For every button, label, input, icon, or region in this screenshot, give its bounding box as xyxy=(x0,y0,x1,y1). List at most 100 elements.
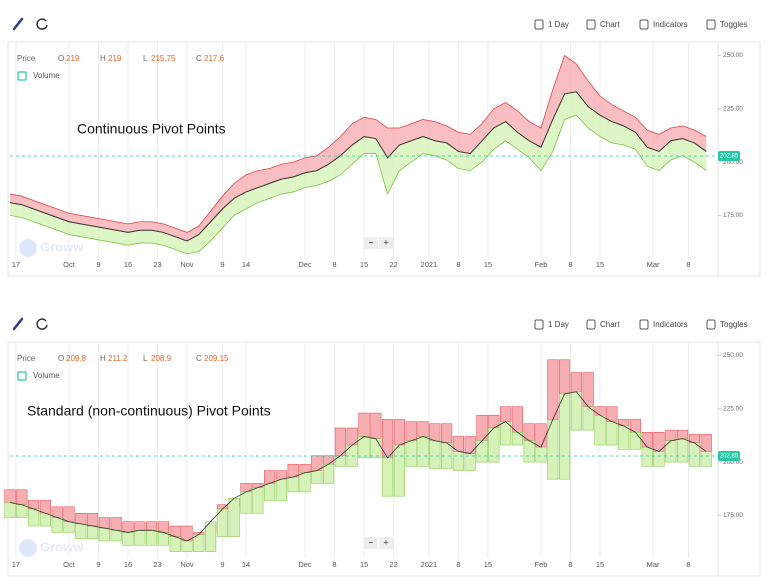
x-tick-label: 23 xyxy=(153,560,161,569)
pivot-box xyxy=(535,446,547,463)
pivot-box xyxy=(311,470,323,484)
y-tick-label: 250.00 xyxy=(723,52,743,59)
x-tick-label: Dec xyxy=(298,560,312,569)
pivot-box xyxy=(393,444,405,497)
toolbar-icon xyxy=(586,319,596,330)
pivot-box xyxy=(417,436,429,467)
x-tick-label: 2021 xyxy=(421,560,438,569)
x-tick-label: 9 xyxy=(96,260,100,269)
pivot-box xyxy=(122,521,134,533)
ohlc-value: 215.75 xyxy=(151,54,176,63)
x-tick-label: 2021 xyxy=(421,260,438,269)
pivot-box xyxy=(134,521,146,531)
pivot-box xyxy=(334,455,346,467)
zoom-button[interactable] xyxy=(379,237,393,249)
pivot-box xyxy=(181,540,193,552)
pivot-box xyxy=(275,478,287,501)
x-tick-label: 8 xyxy=(332,260,336,269)
x-tick-label: 17 xyxy=(12,560,20,569)
ohlc-key: H xyxy=(100,354,106,363)
brush-icon[interactable] xyxy=(12,317,24,331)
pivot-box xyxy=(134,530,146,546)
x-tick-label: 15 xyxy=(484,260,492,269)
pivot-box xyxy=(358,436,370,459)
pivot-box xyxy=(157,521,169,533)
pivot-box xyxy=(511,432,523,446)
brush-icon[interactable] xyxy=(12,17,24,31)
pivot-box xyxy=(417,421,429,437)
pivot-box xyxy=(570,391,582,431)
zoom-label[interactable]: + xyxy=(383,537,388,547)
pivot-box xyxy=(405,440,417,467)
pivot-box xyxy=(582,406,594,431)
pivot-line xyxy=(9,54,707,233)
pivot-box xyxy=(287,463,299,478)
zoom-label[interactable]: + xyxy=(383,237,388,247)
pivot-box xyxy=(75,512,87,525)
x-tick-label: Mar xyxy=(647,560,660,569)
toolbar-button[interactable]: Indicators xyxy=(653,320,688,329)
price-line xyxy=(9,391,707,542)
zoom-button[interactable] xyxy=(364,237,378,249)
last-price-tag xyxy=(718,151,740,162)
refresh-icon[interactable] xyxy=(36,318,48,330)
pivot-box xyxy=(16,504,28,518)
pivot-box xyxy=(28,508,40,527)
ohlc-key: L xyxy=(143,54,148,63)
pivot-box xyxy=(240,491,252,514)
toolbar-button[interactable]: 1 Day xyxy=(548,320,569,329)
price-label: Price xyxy=(17,54,36,63)
chart-title: Standard (non-continuous) Pivot Points xyxy=(27,403,271,419)
pivot-box xyxy=(464,436,476,454)
y-tick-label: 225.00 xyxy=(723,106,743,113)
volume-checkbox[interactable] xyxy=(17,371,27,381)
watermark-logo xyxy=(19,239,37,257)
zoom-button[interactable] xyxy=(364,537,378,549)
x-tick-label: 14 xyxy=(242,260,250,269)
ohlc-value: 208.9 xyxy=(151,354,172,363)
x-tick-label: 8 xyxy=(456,560,460,569)
volume-label: Volume xyxy=(33,71,60,80)
pivot-box xyxy=(87,512,99,527)
volume-checkbox[interactable] xyxy=(17,71,27,81)
pivot-box xyxy=(665,429,677,442)
x-tick-label: 8 xyxy=(568,260,572,269)
pivot-box xyxy=(264,483,276,501)
watermark: Groww xyxy=(40,539,84,554)
zoom-button[interactable] xyxy=(379,537,393,549)
toolbar-button[interactable]: Chart xyxy=(600,20,620,29)
toolbar-button[interactable]: Chart xyxy=(600,320,620,329)
toolbar-button[interactable]: Toggles xyxy=(720,20,748,29)
pivot-band-area xyxy=(10,55,707,241)
zoom-label[interactable]: − xyxy=(368,537,373,547)
ohlc-key: O xyxy=(58,54,64,63)
ohlc-key: O xyxy=(58,354,64,363)
toolbar-button[interactable]: Toggles xyxy=(720,320,748,329)
pivot-box xyxy=(700,451,712,467)
pivot-box xyxy=(98,527,110,542)
x-tick-label: 17 xyxy=(12,260,20,269)
pivot-box xyxy=(228,498,240,537)
ohlc-value: 217.6 xyxy=(204,54,225,63)
pivot-box xyxy=(570,372,582,393)
last-price-label: 202.85 xyxy=(720,154,739,160)
toolbar-button[interactable]: 1 Day xyxy=(548,20,569,29)
x-tick-label: 15 xyxy=(360,260,368,269)
last-price-tag xyxy=(718,451,740,462)
pivot-box xyxy=(275,470,287,480)
toolbar-icon xyxy=(706,19,716,30)
pivot-box xyxy=(146,521,158,531)
pivot-box xyxy=(110,530,122,542)
pivot-box xyxy=(476,440,488,463)
pivot-line xyxy=(9,114,707,255)
ohlc-key: H xyxy=(100,54,106,63)
watermark: Groww xyxy=(40,239,84,254)
refresh-icon[interactable] xyxy=(36,18,48,30)
pivot-box xyxy=(157,532,169,546)
x-tick-label: 8 xyxy=(686,260,690,269)
last-price-label: 202.85 xyxy=(720,454,739,460)
toolbar-button[interactable]: Indicators xyxy=(653,20,688,29)
ohlc-key: L xyxy=(143,354,148,363)
x-tick-label: 16 xyxy=(124,260,132,269)
zoom-label[interactable]: − xyxy=(368,237,373,247)
